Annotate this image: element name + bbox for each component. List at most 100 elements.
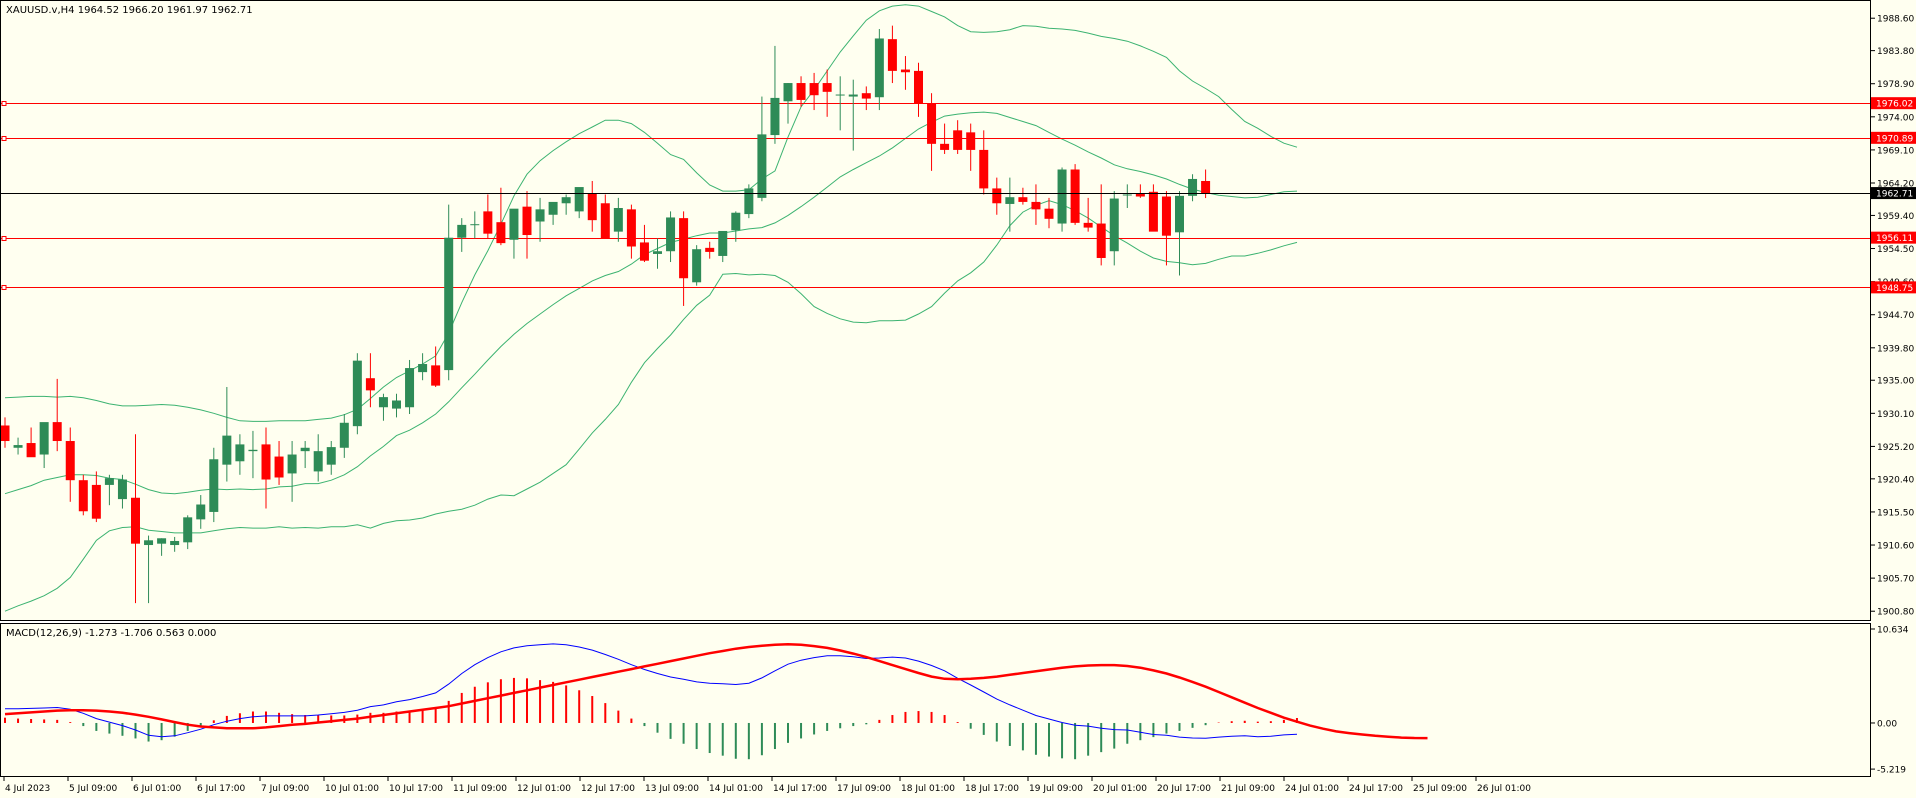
macd-plot-background: [0, 623, 1871, 777]
macd-histogram: [4, 677, 1298, 760]
price-tick-label: 1969.10: [1877, 146, 1914, 156]
price-tick-label: 1954.50: [1877, 245, 1914, 255]
candle-bear: [900, 69, 910, 73]
time-tick-label: 10 Jul 01:00: [325, 784, 379, 794]
candle-bear: [953, 130, 963, 150]
candle-bull: [339, 422, 349, 448]
candle-bull: [144, 540, 154, 546]
time-axis-background: [0, 777, 1871, 798]
current-price-badge: [1871, 187, 1916, 200]
candle-bear: [809, 83, 819, 96]
main-plot-frame: [0, 0, 1871, 621]
level-line-handle: [1, 101, 7, 106]
time-tick-label: 7 Jul 09:00: [261, 784, 310, 794]
candle-bear: [600, 203, 610, 239]
time-tick-label: 14 Jul 01:00: [709, 784, 763, 794]
price-tick-label: 1905.70: [1877, 575, 1914, 585]
candle-bear: [78, 480, 88, 512]
candle-bull: [509, 208, 519, 240]
candle-bear: [1044, 208, 1054, 219]
candle-bull: [1005, 197, 1015, 204]
candle-bear: [365, 378, 375, 391]
candlestick-series: [0, 25, 1211, 604]
candle-bull: [1122, 194, 1132, 196]
candle-bull: [1057, 169, 1067, 224]
macd-scale: 10.634 0.00 -5.219: [1871, 626, 1909, 776]
candle-bear: [483, 211, 493, 234]
candle-bull: [313, 451, 323, 472]
time-scale: 4 Jul 2023 5 Jul 09:00 6 Jul 01:00 6 Jul 17…: [3, 777, 1531, 794]
level-badge-label: 1970.89: [1876, 134, 1913, 144]
price-tick-label: 1930.10: [1877, 410, 1914, 420]
bollinger-upper-line: [4, 4, 1298, 422]
price-tick-label: 1900.80: [1877, 608, 1914, 618]
candle-bear: [587, 193, 597, 221]
price-tick-label: 1925.20: [1877, 443, 1914, 453]
candle-bear: [26, 443, 36, 458]
time-tick-label: 13 Jul 09:00: [645, 784, 699, 794]
candle-bull: [209, 459, 219, 512]
candle-bull: [744, 188, 754, 215]
bollinger-lower-line: [4, 200, 1298, 612]
candle-bull: [418, 364, 428, 373]
level-badge-label: 1976.02: [1876, 100, 1913, 110]
candle-bear: [966, 132, 976, 150]
time-tick-label: 4 Jul 2023: [5, 784, 50, 794]
candle-bear: [1201, 180, 1211, 194]
candle-bull: [300, 447, 310, 452]
main-chart-header: XAUUSD.v,H4 1964.52 1966.20 1961.97 1962…: [6, 5, 253, 16]
time-tick-label: 25 Jul 09:00: [1413, 784, 1467, 794]
macd-scale-label: -5.219: [1877, 766, 1906, 776]
time-tick-label: 20 Jul 01:00: [1093, 784, 1147, 794]
time-tick-label: 20 Jul 17:00: [1157, 784, 1211, 794]
macd-main-line: [5, 643, 1298, 739]
candle-bear: [639, 242, 649, 261]
candle-bear: [705, 247, 715, 252]
candle-bull: [848, 94, 858, 97]
candle-bull: [757, 134, 767, 198]
current-price-badge-label: 1962.71: [1876, 190, 1913, 200]
level-badge-label: 1956.11: [1876, 234, 1913, 244]
candle-bear: [52, 422, 62, 442]
candle-bear: [992, 188, 1002, 204]
candle-bear: [0, 425, 10, 442]
candle-bull: [692, 249, 702, 283]
price-tick-label: 1910.60: [1877, 542, 1914, 552]
candle-bear: [496, 222, 506, 244]
time-tick-label: 12 Jul 01:00: [517, 784, 571, 794]
candle-bull: [1109, 198, 1119, 252]
bollinger-bands: [4, 4, 1298, 612]
candle-bull: [39, 422, 49, 455]
macd-scale-label: 0.00: [1877, 719, 1897, 729]
candle-bull: [835, 94, 845, 96]
candle-bull: [653, 251, 662, 254]
candle-bull: [222, 435, 232, 465]
candle-bull: [574, 187, 584, 212]
candle-bear: [1031, 201, 1041, 210]
candle-bear: [979, 149, 989, 189]
time-tick-label: 11 Jul 09:00: [453, 784, 507, 794]
time-tick-label: 19 Jul 09:00: [1029, 784, 1083, 794]
candle-bull: [783, 83, 793, 102]
time-tick-label: 5 Jul 09:00: [69, 784, 118, 794]
price-tick-label: 1964.20: [1877, 180, 1914, 190]
price-scale-level-labels: 1976.02 1970.89 1956.11 1948.75 1962.71: [1871, 97, 1916, 294]
candle-bear: [626, 209, 636, 247]
price-tick-label: 1915.50: [1877, 508, 1914, 518]
price-tick-label: 1983.80: [1877, 47, 1914, 57]
candle-bull: [287, 454, 297, 474]
candle-bear: [940, 143, 950, 150]
candle-bull: [770, 97, 780, 136]
candle-bull: [157, 538, 167, 544]
candle-bull: [196, 504, 206, 520]
candle-bull: [104, 478, 114, 485]
candle-bear: [1096, 223, 1106, 258]
candle-bull: [1175, 195, 1184, 233]
candle-bull: [470, 224, 480, 226]
candle-bull: [613, 208, 623, 232]
candle-bull: [718, 230, 728, 256]
candle-bull: [13, 445, 23, 448]
candle-bear: [1083, 222, 1093, 228]
